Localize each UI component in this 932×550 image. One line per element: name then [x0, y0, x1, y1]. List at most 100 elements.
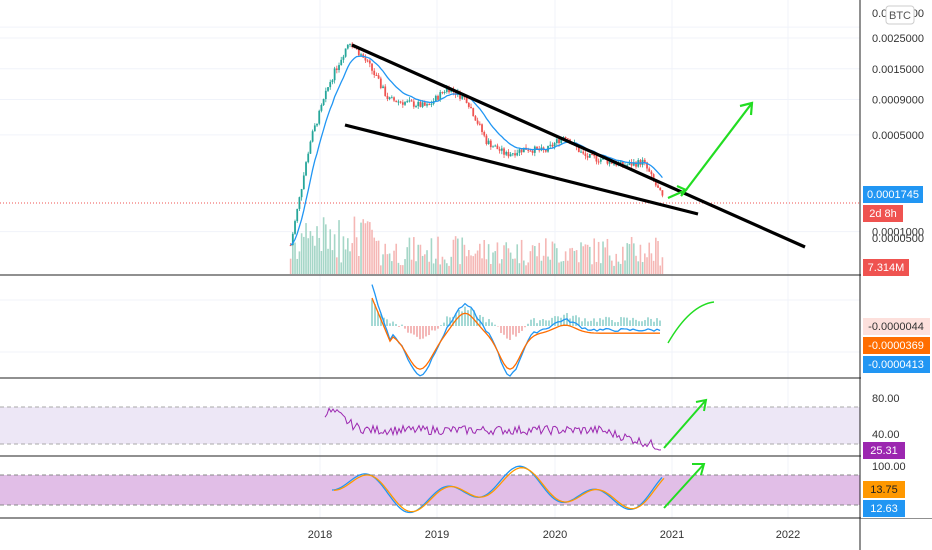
volume-bar	[406, 247, 409, 274]
lower-trendline[interactable]	[344, 123, 699, 216]
candle-body	[335, 68, 338, 70]
candle-body	[483, 132, 486, 136]
volume-bar	[386, 254, 389, 274]
volume-bar	[358, 255, 360, 274]
candle-body	[419, 101, 422, 107]
volume-bar	[364, 223, 367, 274]
projection-arrow[interactable]	[667, 101, 754, 200]
macd-hist-bar	[395, 323, 397, 326]
candle-body	[423, 102, 426, 106]
macd-hist-bar	[590, 320, 592, 326]
volume-bar	[611, 260, 613, 274]
volume-bar	[580, 242, 582, 274]
candle-body	[338, 65, 340, 70]
macd-hist-bar	[503, 326, 505, 335]
macd-hist-bar	[419, 326, 421, 340]
volume-bar	[644, 253, 646, 274]
macd-hist-bar	[584, 318, 586, 326]
price-tick-label: 0.0005000	[872, 130, 924, 142]
volume-bar	[553, 243, 556, 274]
volume-bar	[476, 250, 479, 274]
candle-body	[364, 57, 367, 61]
volume-bar	[373, 237, 376, 274]
macd-signal-label: -0.0000369	[868, 340, 924, 352]
volume-bar	[531, 245, 534, 274]
stoch-value1-tag	[863, 481, 905, 498]
macd-pane[interactable]	[0, 284, 860, 377]
price-axis[interactable]: 0.00300000.00250000.00150000.00090000.00…	[861, 0, 932, 518]
volume-bar	[633, 243, 635, 274]
macd-hist-bar	[425, 326, 427, 337]
macd-hist-bar	[485, 322, 487, 326]
macd-line-label: -0.0000413	[868, 359, 924, 371]
candle-body	[344, 48, 347, 57]
candle-body	[311, 131, 314, 142]
volume-bar	[661, 257, 664, 274]
time-label-2021: 2021	[660, 529, 684, 541]
volume-bar	[454, 236, 457, 274]
candle-body	[635, 162, 637, 167]
volume-bars	[289, 216, 664, 274]
volume-bar	[481, 258, 483, 274]
candle-body	[430, 103, 433, 105]
candle-body	[582, 151, 585, 154]
rsi-line	[324, 407, 662, 451]
stoch-pane[interactable]	[0, 463, 860, 514]
volume-bar	[342, 236, 345, 274]
macd-hist-bar	[443, 322, 445, 326]
macd-hist-bar	[605, 316, 607, 326]
volume-bar	[351, 243, 354, 274]
macd-hist-bar	[434, 326, 436, 331]
volume-bar	[294, 242, 296, 274]
candle-body	[602, 158, 604, 160]
volume-bar	[551, 241, 554, 274]
macd-hist-bar	[626, 317, 628, 326]
candle-body	[296, 208, 299, 222]
candle-body	[388, 97, 391, 99]
volume-bar	[496, 242, 499, 274]
candle-body	[454, 91, 457, 96]
time-axis[interactable]: 2018 2019 2020 2021 2022	[308, 529, 800, 541]
macd-hist-bar	[398, 326, 400, 327]
volume-bar	[639, 244, 642, 274]
macd-hist-bar	[602, 319, 604, 326]
macd-hist-bar	[593, 318, 595, 326]
macd-hist-bar	[428, 326, 430, 336]
volume-bar	[536, 256, 538, 274]
candle-body	[384, 86, 387, 96]
candle-body	[646, 162, 648, 169]
macd-hist-bar	[521, 326, 523, 331]
candle-body	[511, 153, 514, 155]
rsi-pane[interactable]	[0, 398, 860, 451]
candle-body	[366, 60, 369, 62]
volume-bar	[637, 261, 640, 274]
macd-hist-bar	[656, 318, 658, 326]
volume-bar	[318, 237, 321, 274]
candle-body	[417, 101, 420, 107]
macd-hist-bar	[596, 321, 598, 326]
macd-hist-tag	[863, 318, 930, 335]
upper-trendline[interactable]	[351, 43, 806, 249]
candle-body	[415, 106, 417, 108]
volume-bar	[349, 251, 351, 274]
volume-bar	[428, 261, 431, 274]
candle-body	[401, 102, 404, 105]
macd-hist-label: -0.0000044	[868, 321, 924, 333]
volume-bar	[652, 260, 655, 274]
volume-bar	[395, 243, 398, 274]
volume-bar	[289, 258, 292, 274]
volume-bar	[483, 240, 486, 274]
currency-badge[interactable]: BTC	[889, 10, 911, 22]
candle-body	[593, 154, 596, 157]
macd-hist-bar	[515, 326, 517, 337]
volume-bar	[516, 244, 519, 274]
candle-body	[289, 245, 292, 247]
candles	[289, 42, 664, 247]
macd-hist-bar	[578, 317, 580, 326]
main-pane[interactable]	[0, 0, 860, 518]
stoch-level-100: 100.00	[872, 461, 906, 473]
rsi-value-tag	[863, 442, 905, 459]
currency-badge-box[interactable]	[885, 5, 915, 25]
candle-body	[331, 80, 334, 83]
volume-bar	[487, 244, 490, 274]
